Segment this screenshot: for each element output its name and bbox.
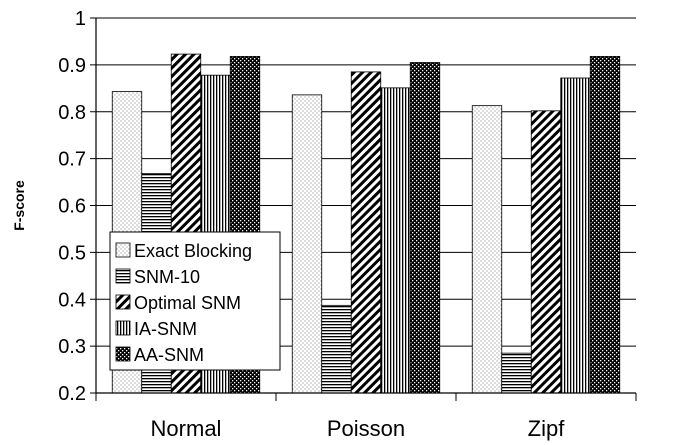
bar-exact-blocking-zipf bbox=[471, 105, 503, 394]
x-category-label: Poisson bbox=[327, 416, 405, 441]
bar-aa-snm-poisson bbox=[409, 62, 441, 394]
y-tick-label: 0.6 bbox=[58, 196, 86, 218]
legend-swatch bbox=[115, 346, 131, 362]
bar-snm-10-poisson bbox=[321, 304, 352, 394]
legend-swatch bbox=[115, 268, 131, 284]
y-tick-label: 0.8 bbox=[58, 102, 86, 124]
y-tick-label: 0.5 bbox=[58, 242, 86, 264]
bar-ia-snm-poisson bbox=[380, 87, 411, 394]
x-category-label: Normal bbox=[151, 416, 222, 441]
y-tick-label: 0.2 bbox=[58, 383, 86, 405]
bar-exact-blocking-poisson bbox=[291, 94, 323, 394]
bar-optimal-snm-zipf bbox=[530, 110, 562, 394]
legend-label: Exact Blocking bbox=[134, 241, 252, 261]
x-category-label: Zipf bbox=[528, 416, 566, 441]
y-tick-label: 0.9 bbox=[58, 55, 86, 77]
y-tick-label: 0.4 bbox=[58, 289, 86, 311]
legend: Exact Blocking SNM-10 Optimal SNM IA-SNM AA-… bbox=[109, 231, 281, 371]
legend-box bbox=[109, 231, 281, 371]
y-tick-label: 1 bbox=[75, 8, 86, 30]
legend-swatch bbox=[115, 320, 131, 336]
y-tick-label: 0.3 bbox=[58, 336, 86, 358]
labels-layer: 0.2 0.3 0.4 0.5 0.6 0.7 0.8 0.9 1 Normal Poisson Zi… bbox=[11, 8, 565, 441]
bar-aa-snm-zipf bbox=[589, 56, 621, 394]
legend-label: SNM-10 bbox=[134, 267, 200, 287]
legend-label: Optimal SNM bbox=[134, 293, 241, 313]
legend-swatch bbox=[115, 294, 131, 310]
legend-label: IA-SNM bbox=[134, 319, 197, 339]
bar-ia-snm-zipf bbox=[560, 77, 591, 394]
axes-layer bbox=[90, 17, 637, 401]
legend-label: AA-SNM bbox=[134, 345, 204, 365]
bar-snm-10-zipf bbox=[501, 352, 532, 394]
y-axis-label: F-score bbox=[11, 180, 27, 231]
legend-swatch bbox=[115, 242, 131, 258]
bar-optimal-snm-poisson bbox=[350, 71, 382, 394]
y-tick-label: 0.7 bbox=[58, 149, 86, 171]
